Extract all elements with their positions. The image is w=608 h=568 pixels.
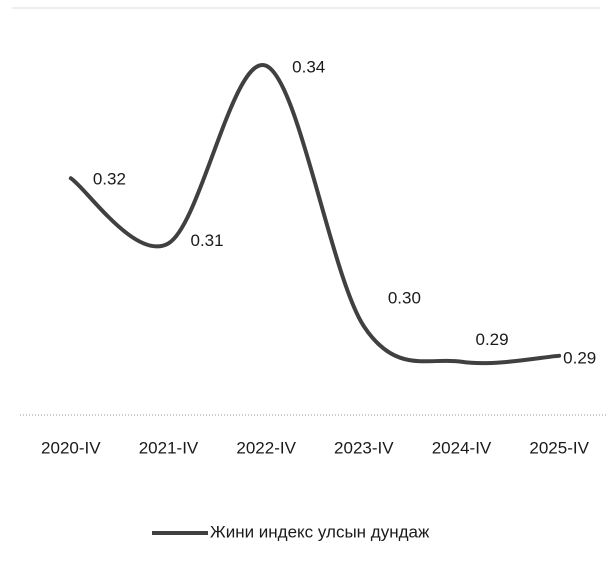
x-tick-label: 2025-IV	[529, 438, 589, 457]
x-tick-label: 2020-IV	[41, 438, 101, 457]
x-tick-label: 2022-IV	[236, 438, 296, 457]
data-label: 0.30	[388, 289, 421, 308]
data-label: 0.29	[476, 330, 509, 349]
legend-label: Жини индекс улсын дундаж	[210, 522, 430, 541]
data-label: 0.34	[292, 57, 325, 76]
line	[68, 63, 562, 366]
x-tick-label: 2021-IV	[139, 438, 199, 457]
x-tick-label: 2024-IV	[432, 438, 492, 457]
x-tick-label: 2023-IV	[334, 438, 394, 457]
data-label: 0.32	[93, 170, 126, 189]
data-label: 0.29	[563, 348, 596, 367]
data-label: 0.31	[191, 231, 224, 250]
